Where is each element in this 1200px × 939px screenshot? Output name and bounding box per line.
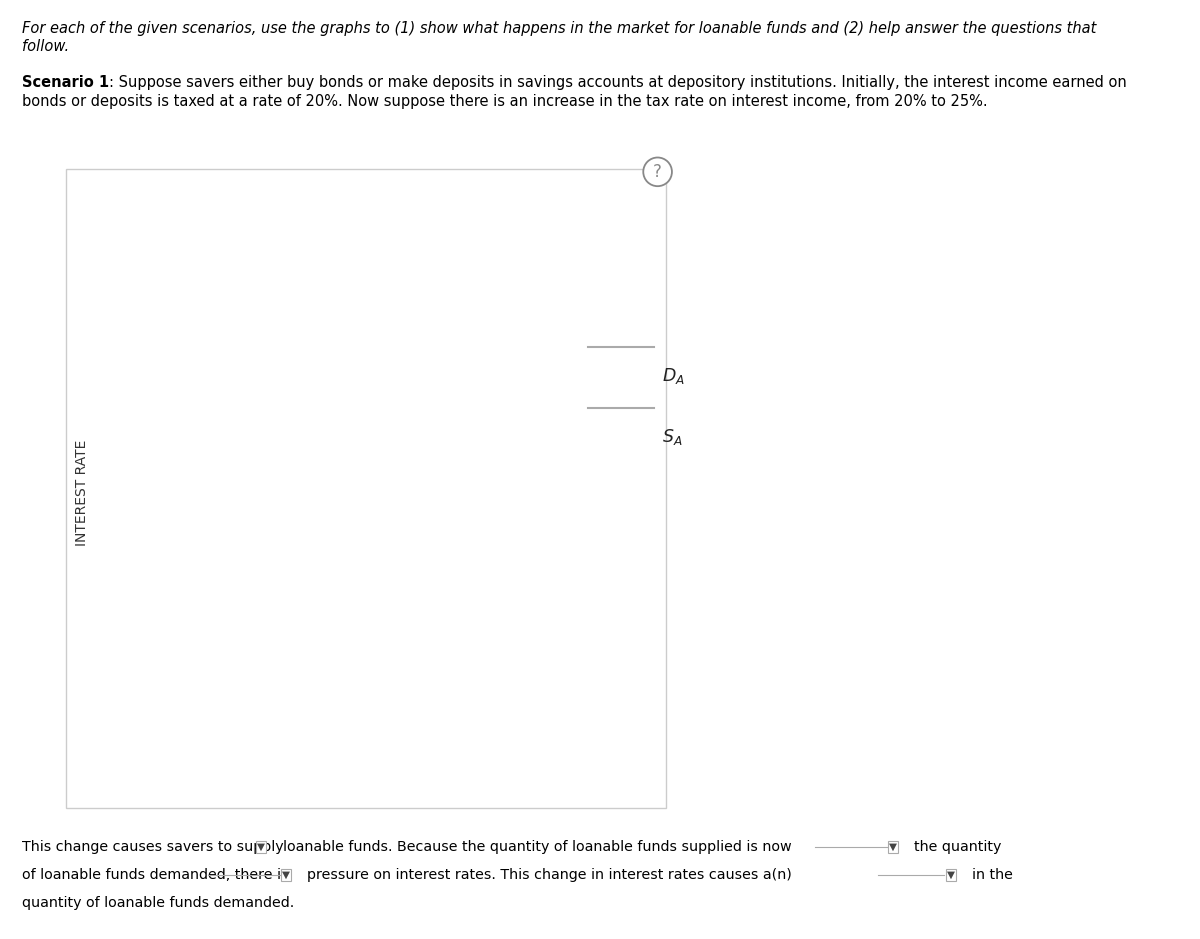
Text: of loanable funds demanded, there is: of loanable funds demanded, there is xyxy=(22,869,288,882)
Text: ?: ? xyxy=(653,162,662,181)
Text: : Suppose savers either buy bonds or make deposits in savings accounts at deposi: : Suppose savers either buy bonds or mak… xyxy=(109,75,1127,90)
Text: ▼: ▼ xyxy=(889,842,898,852)
Text: bonds or deposits is taxed at a rate of 20%. Now suppose there is an increase in: bonds or deposits is taxed at a rate of … xyxy=(22,94,988,109)
Text: quantity of loanable funds demanded.: quantity of loanable funds demanded. xyxy=(22,897,294,910)
Text: Scenario 1: Scenario 1 xyxy=(22,75,109,90)
Text: the quantity: the quantity xyxy=(914,840,1002,854)
Text: For each of the given scenarios, use the graphs to (1) show what happens in the : For each of the given scenarios, use the… xyxy=(22,21,1096,36)
Text: pressure on interest rates. This change in interest rates causes a(n): pressure on interest rates. This change … xyxy=(307,869,792,882)
Text: $S_A$: $S_A$ xyxy=(662,426,683,447)
Text: ▼: ▼ xyxy=(947,870,955,880)
Text: follow.: follow. xyxy=(22,39,68,54)
Title: Market for Loanable Funds: Market for Loanable Funds xyxy=(251,218,493,233)
Text: in the: in the xyxy=(972,869,1013,882)
Text: ▼: ▼ xyxy=(257,842,265,852)
Text: $D_A$: $D_A$ xyxy=(438,593,457,612)
Text: $S_A$: $S_A$ xyxy=(350,349,370,368)
Text: loanable funds. Because the quantity of loanable funds supplied is now: loanable funds. Because the quantity of … xyxy=(283,840,792,854)
Text: INTEREST RATE: INTEREST RATE xyxy=(74,439,89,546)
Text: ▼: ▼ xyxy=(282,870,290,880)
Text: This change causes savers to supply: This change causes savers to supply xyxy=(22,840,283,854)
Text: $D_A$: $D_A$ xyxy=(662,365,685,386)
Text: LOANABLE FUNDS: LOANABLE FUNDS xyxy=(305,796,430,810)
